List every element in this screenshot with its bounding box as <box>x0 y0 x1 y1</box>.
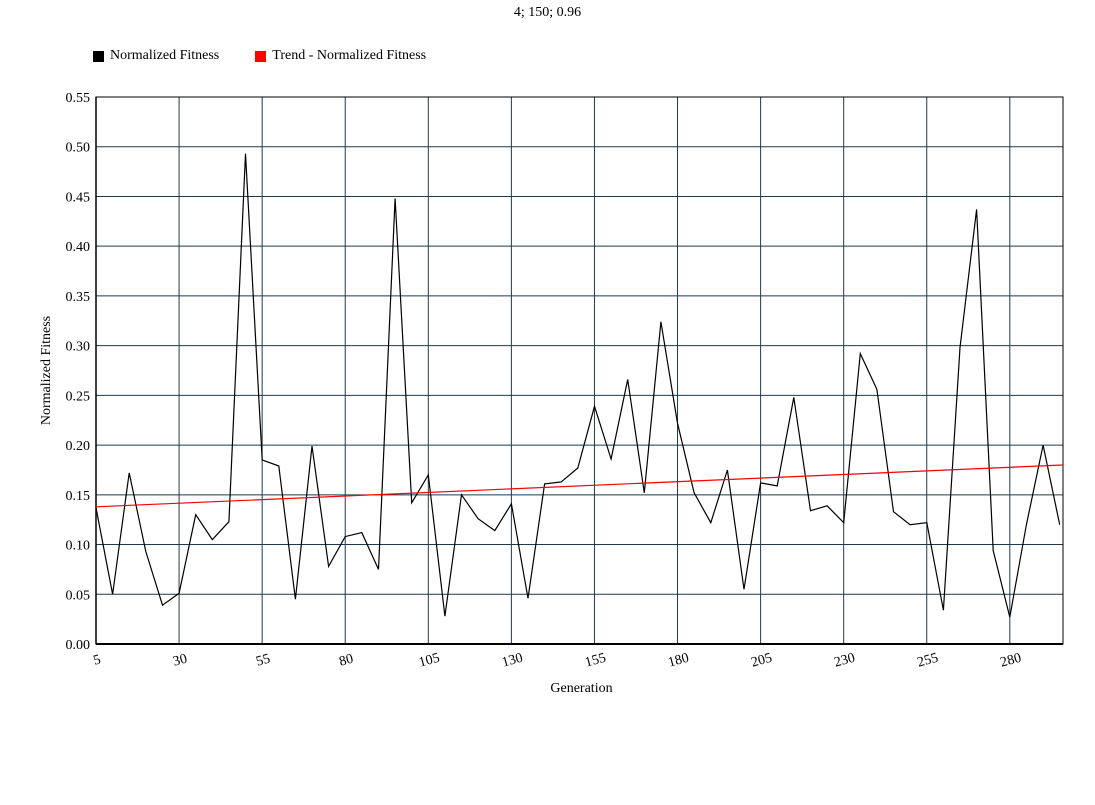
y-tick-label: 0.20 <box>66 439 91 454</box>
x-tick-label: 205 <box>750 651 774 671</box>
legend-item-trend[interactable]: Trend - Normalized Fitness <box>255 48 426 64</box>
chart-title: 4; 150; 0.96 <box>513 5 582 20</box>
series-line-fitness <box>95 153 1061 618</box>
legend-item-fitness[interactable]: Normalized Fitness <box>93 48 219 64</box>
x-tick-label: 255 <box>916 651 940 671</box>
y-tick-label: 0.10 <box>66 539 91 554</box>
y-tick-label: 0.40 <box>66 240 91 255</box>
y-tick-label: 0.35 <box>66 290 91 305</box>
x-tick-label: 230 <box>833 651 857 671</box>
legend: Normalized Fitness Trend - Normalized Fi… <box>93 48 426 64</box>
x-tick-label: 130 <box>500 651 524 671</box>
y-tick-label: 0.15 <box>66 489 91 504</box>
y-tick-label: 0.00 <box>66 638 91 653</box>
x-tick-label: 55 <box>255 652 272 670</box>
x-tick-label: 5 <box>92 652 103 668</box>
legend-label-trend: Trend - Normalized Fitness <box>272 48 427 63</box>
y-axis-title: Normalized Fitness <box>39 316 54 425</box>
legend-swatch-fitness <box>93 50 104 62</box>
x-tick-label: 105 <box>417 651 441 671</box>
legend-swatch-trend <box>255 50 267 62</box>
x-axis-title: Generation <box>550 681 612 696</box>
plot-frame <box>95 96 1064 645</box>
y-tick-label: 0.55 <box>66 91 91 106</box>
x-tick-label: 180 <box>667 651 691 671</box>
x-tick-label: 280 <box>999 651 1023 671</box>
series-line-trend <box>95 464 1064 508</box>
y-tick-label: 0.45 <box>66 190 91 205</box>
y-tick-label: 0.05 <box>66 588 91 603</box>
y-tick-label: 0.25 <box>66 389 91 404</box>
x-tick-label: 80 <box>338 652 355 670</box>
y-tick-label: 0.30 <box>66 340 91 355</box>
x-tick-label: 155 <box>583 651 607 671</box>
legend-label-fitness: Normalized Fitness <box>110 48 220 63</box>
y-tick-label: 0.50 <box>66 141 91 156</box>
x-tick-label: 30 <box>171 652 188 670</box>
